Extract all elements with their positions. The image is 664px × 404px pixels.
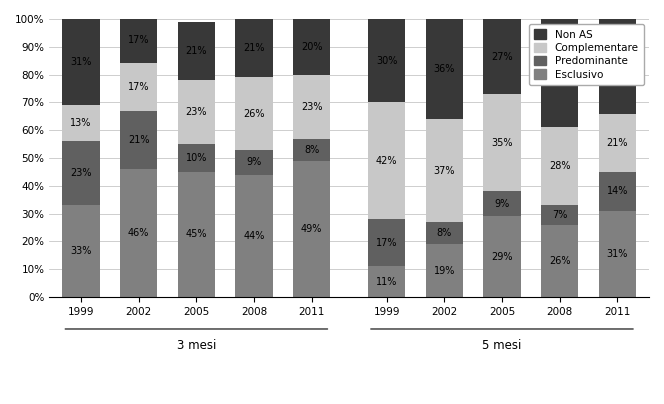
Bar xyxy=(62,19,100,105)
Bar xyxy=(368,19,406,102)
Text: 10%: 10% xyxy=(186,153,207,163)
Bar xyxy=(483,94,521,191)
Bar xyxy=(541,19,578,127)
Text: 5 mesi: 5 mesi xyxy=(482,339,522,352)
Bar xyxy=(483,191,521,217)
Bar xyxy=(178,22,215,80)
Bar xyxy=(426,222,463,244)
Text: 8%: 8% xyxy=(437,228,452,238)
Text: 35%: 35% xyxy=(491,138,513,148)
Bar xyxy=(235,175,273,297)
Text: 46%: 46% xyxy=(128,228,149,238)
Bar xyxy=(368,102,406,219)
Bar xyxy=(293,161,331,297)
Bar xyxy=(235,149,273,175)
Text: 17%: 17% xyxy=(128,82,149,92)
Bar xyxy=(62,205,100,297)
Bar xyxy=(62,141,100,205)
Bar xyxy=(598,114,636,172)
Bar xyxy=(178,80,215,144)
Text: 14%: 14% xyxy=(607,186,628,196)
Text: 23%: 23% xyxy=(186,107,207,117)
Text: 44%: 44% xyxy=(244,231,265,241)
Text: 29%: 29% xyxy=(491,252,513,262)
Bar xyxy=(426,244,463,297)
Text: 37%: 37% xyxy=(434,166,455,175)
Bar xyxy=(426,119,463,222)
Text: 17%: 17% xyxy=(376,238,398,248)
Text: 28%: 28% xyxy=(549,161,570,171)
Bar xyxy=(178,172,215,297)
Text: 13%: 13% xyxy=(70,118,92,128)
Text: 11%: 11% xyxy=(376,277,397,287)
Text: 9%: 9% xyxy=(246,157,262,167)
Bar xyxy=(120,63,157,111)
Text: 31%: 31% xyxy=(70,57,92,67)
Text: 21%: 21% xyxy=(186,46,207,56)
Bar xyxy=(62,105,100,141)
Text: 49%: 49% xyxy=(301,224,323,234)
Bar xyxy=(541,225,578,297)
Bar xyxy=(120,111,157,169)
Bar xyxy=(368,219,406,266)
Bar xyxy=(120,169,157,297)
Bar xyxy=(235,19,273,78)
Bar xyxy=(426,19,463,119)
Legend: Non AS, Complementare, Predominante, Esclusivo: Non AS, Complementare, Predominante, Esc… xyxy=(529,24,644,85)
Text: 26%: 26% xyxy=(243,109,265,118)
Text: 20%: 20% xyxy=(301,42,323,52)
Bar xyxy=(368,266,406,297)
Text: 30%: 30% xyxy=(376,56,397,66)
Text: 7%: 7% xyxy=(552,210,567,220)
Bar xyxy=(178,144,215,172)
Text: 42%: 42% xyxy=(376,156,398,166)
Text: 33%: 33% xyxy=(70,246,92,256)
Text: 27%: 27% xyxy=(491,52,513,61)
Bar xyxy=(483,217,521,297)
Text: 34%: 34% xyxy=(607,61,628,71)
Bar xyxy=(598,19,636,114)
Text: 36%: 36% xyxy=(434,64,455,74)
Bar xyxy=(598,211,636,297)
Text: 17%: 17% xyxy=(128,35,149,45)
Bar xyxy=(120,16,157,63)
Bar xyxy=(235,78,273,149)
Text: 21%: 21% xyxy=(606,138,628,148)
Text: 23%: 23% xyxy=(70,168,92,178)
Text: 31%: 31% xyxy=(607,249,628,259)
Text: 8%: 8% xyxy=(304,145,319,155)
Bar xyxy=(598,172,636,211)
Text: 45%: 45% xyxy=(186,229,207,240)
Bar xyxy=(293,75,331,139)
Text: 39%: 39% xyxy=(549,68,570,78)
Bar xyxy=(293,19,331,75)
Text: 9%: 9% xyxy=(495,199,509,209)
Text: 21%: 21% xyxy=(243,43,265,53)
Bar xyxy=(483,19,521,94)
Text: 23%: 23% xyxy=(301,101,323,112)
Bar xyxy=(293,139,331,161)
Bar xyxy=(541,127,578,205)
Text: 21%: 21% xyxy=(128,135,149,145)
Text: 3 mesi: 3 mesi xyxy=(177,339,216,352)
Text: 26%: 26% xyxy=(549,256,570,266)
Text: 19%: 19% xyxy=(434,265,455,276)
Bar xyxy=(541,205,578,225)
